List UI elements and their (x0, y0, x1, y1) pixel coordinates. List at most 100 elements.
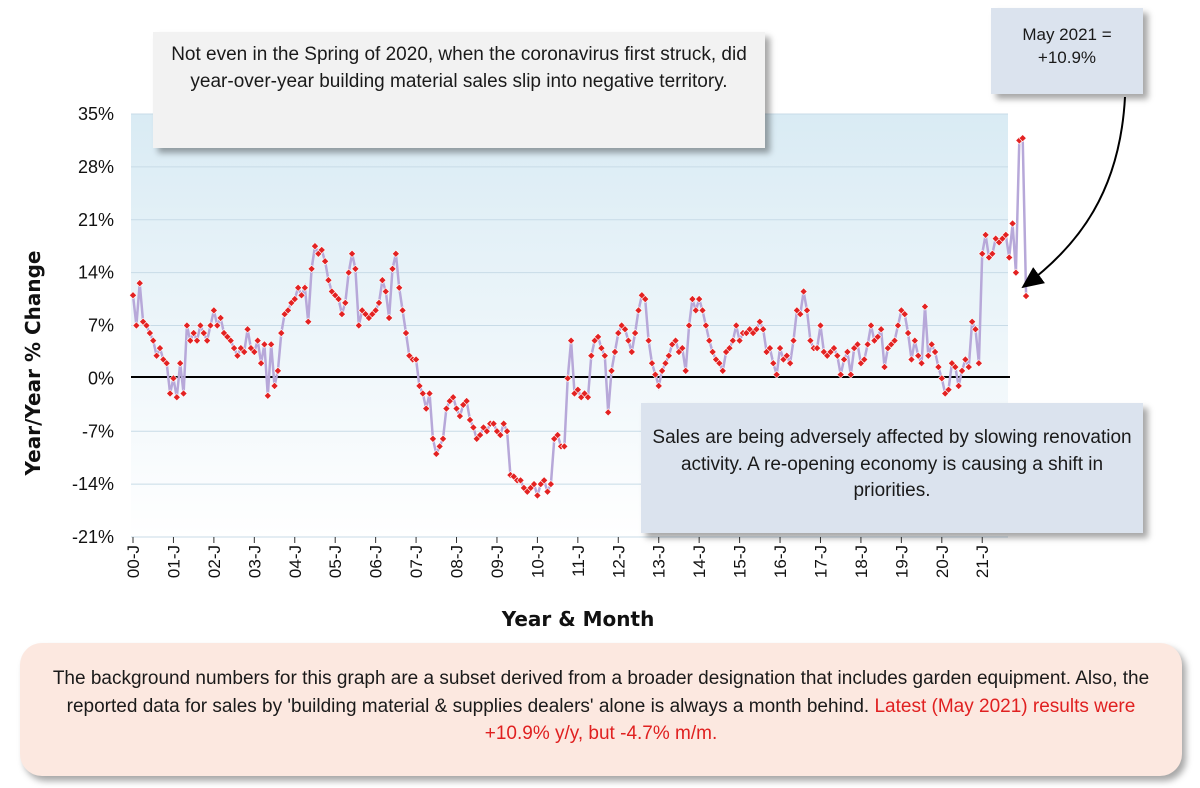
data-point (530, 480, 539, 489)
data-point (1022, 292, 1031, 301)
x-tick-label: 08-J (448, 545, 467, 578)
callout-spring-2020-text: Not even in the Spring of 2020, when the… (171, 44, 747, 92)
data-point (1011, 268, 1020, 277)
data-point (341, 298, 350, 307)
data-point (981, 230, 990, 239)
y-tick-label: 14% (78, 263, 114, 283)
data-point (833, 351, 842, 360)
y-tick-label: 21% (78, 210, 114, 230)
data-point (489, 419, 498, 428)
data-point (132, 321, 141, 330)
data-point (607, 366, 616, 375)
data-point (802, 306, 812, 315)
data-point (698, 306, 707, 315)
data-point (1001, 230, 1010, 239)
data-point (186, 336, 195, 345)
data-point (789, 336, 798, 345)
data-point (385, 313, 394, 322)
data-point (931, 347, 940, 356)
data-point (162, 359, 171, 368)
data-point (776, 344, 785, 353)
data-point (469, 423, 478, 432)
data-point (860, 355, 869, 364)
data-point (482, 427, 491, 436)
data-point (782, 351, 791, 360)
data-point (594, 332, 603, 341)
y-tick-label: -14% (72, 474, 114, 494)
x-tick-label: 00-J (124, 545, 143, 578)
data-point (843, 347, 852, 356)
data-point (806, 336, 815, 345)
data-point (641, 295, 650, 304)
data-point (840, 355, 849, 364)
data-point (610, 347, 619, 356)
data-point (644, 336, 653, 345)
data-point (759, 325, 768, 334)
data-point (128, 291, 138, 300)
data-point (334, 295, 343, 304)
data-point (432, 449, 441, 458)
y-axis-ticks: 35% 28% 21% 14% 7% 0% -7% -14% -21% (72, 104, 114, 547)
data-point (277, 329, 286, 338)
data-point (900, 310, 909, 319)
data-point (378, 276, 387, 285)
data-point (954, 381, 963, 390)
data-point (1008, 219, 1017, 228)
data-point (324, 276, 333, 285)
x-tick-label: 04-J (286, 545, 305, 578)
footer-highlight: Latest (May 2021) results were +10.9% y/… (484, 695, 1136, 745)
data-point (321, 257, 330, 266)
data-point (728, 336, 737, 345)
data-point (846, 370, 855, 379)
data-point (533, 491, 542, 500)
data-point (499, 419, 508, 428)
x-tick-label: 05-J (326, 545, 345, 578)
data-point (344, 268, 353, 277)
data-point (705, 336, 714, 345)
data-point (907, 355, 916, 364)
data-point (415, 381, 424, 390)
data-point (604, 408, 613, 417)
data-point (543, 487, 552, 496)
data-point (924, 351, 933, 360)
y-tick-label: 7% (88, 316, 114, 336)
data-point (152, 351, 161, 360)
data-point (503, 427, 512, 436)
x-tick-label: 01-J (164, 545, 183, 578)
data-point (624, 336, 633, 345)
data-point (142, 321, 151, 330)
callout-may-2021-line1: May 2021 = (1022, 25, 1112, 44)
data-point (658, 366, 667, 375)
data-point (540, 476, 549, 485)
data-point (681, 366, 690, 375)
data-point (755, 317, 764, 326)
data-point (718, 366, 727, 375)
data-point (145, 329, 154, 338)
data-point (455, 412, 464, 421)
y-tick-label: -21% (72, 527, 114, 547)
data-point (260, 340, 269, 349)
data-point (452, 404, 461, 413)
data-point (425, 389, 434, 398)
data-point (772, 370, 781, 379)
data-point (283, 306, 293, 315)
data-point (206, 321, 215, 330)
x-tick-label: 11-J (569, 545, 588, 577)
data-point (398, 306, 407, 315)
data-point (196, 321, 205, 330)
data-point (348, 249, 357, 258)
x-tick-label: 07-J (407, 545, 426, 578)
data-point (267, 340, 276, 349)
data-point (354, 321, 363, 330)
data-point (961, 355, 970, 364)
data-point (193, 336, 202, 345)
data-point (829, 344, 838, 353)
data-point (890, 336, 899, 345)
data-point (688, 295, 697, 304)
data-point (216, 313, 225, 322)
data-point (401, 329, 410, 338)
data-point (371, 306, 380, 315)
data-point (573, 385, 582, 394)
footer-note: The background numbers for this graph ar… (20, 643, 1182, 776)
